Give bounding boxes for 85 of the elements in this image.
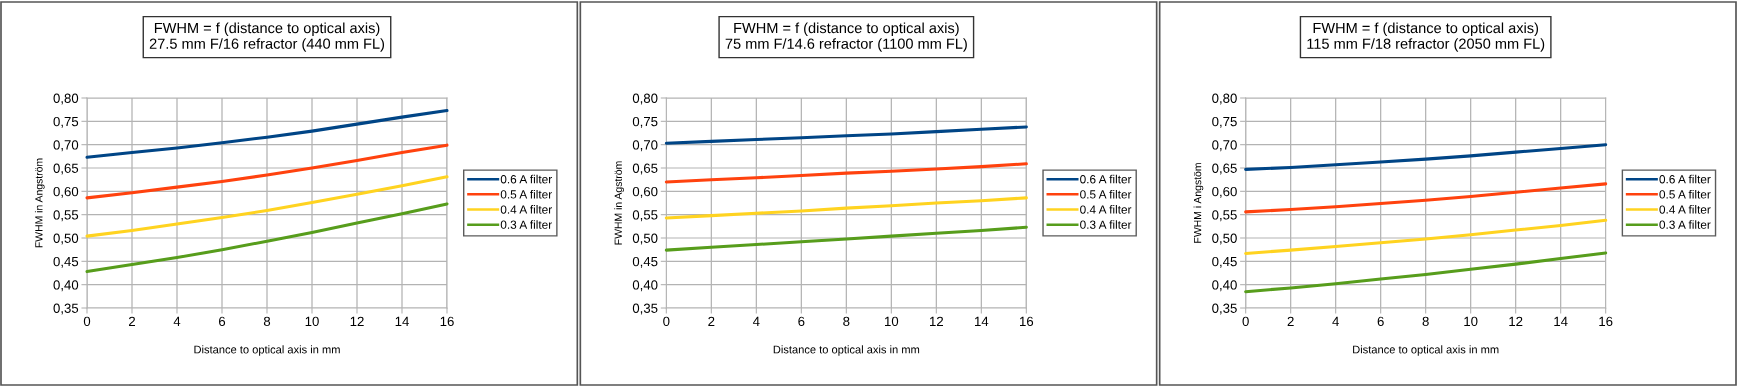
x-tick-label: 0 xyxy=(663,316,670,327)
x-tick-label: 12 xyxy=(350,316,364,326)
legend-label: 0.3 A filter xyxy=(500,220,552,229)
line-series xyxy=(664,125,1028,145)
line-series xyxy=(664,162,1028,184)
y-tick-label: 0,50 xyxy=(1212,233,1237,245)
y-tick-label: 0,70 xyxy=(1212,140,1237,152)
x-tick-label: 10 xyxy=(885,316,899,327)
y-tick-label: 0,60 xyxy=(632,186,658,198)
x-tick-label: 8 xyxy=(263,316,271,327)
x-axis-title: Distance to optical axis in mm xyxy=(1353,345,1499,356)
x-tick-label: 0 xyxy=(1242,316,1249,327)
y-tick-label: 0,80 xyxy=(632,93,658,105)
y-tick-label: 0,55 xyxy=(53,210,79,222)
x-tick-label: 14 xyxy=(975,316,989,326)
x-tick-label: 6 xyxy=(219,316,226,327)
chart-title: FWHM = f (distance to optical axis) xyxy=(154,22,380,37)
y-axis-title: FWHM in Angström xyxy=(34,158,45,248)
line-series xyxy=(664,196,1028,220)
x-tick-label: 2 xyxy=(129,316,136,326)
chart-subtitle: 75 mm F/14.6 refractor (1100 mm FL) xyxy=(725,38,967,52)
x-tick-label: 10 xyxy=(1464,316,1478,327)
x-tick-label: 2 xyxy=(1287,316,1294,326)
y-tick-label: 0,55 xyxy=(632,210,658,222)
legend-label: 0.5 A filter xyxy=(500,189,552,199)
legend-label: 0.6 A filter xyxy=(500,174,552,184)
y-tick-label: 0,65 xyxy=(1212,163,1237,175)
y-tick-label: 0,45 xyxy=(53,256,79,268)
y-tick-label: 0,45 xyxy=(1212,256,1237,268)
x-tick-label: 6 xyxy=(798,316,805,327)
y-tick-label: 0,35 xyxy=(632,303,658,315)
y-tick-label: 0,50 xyxy=(53,233,79,245)
legend-label: 0.5 A filter xyxy=(1659,189,1711,199)
y-tick-label: 0,40 xyxy=(1212,280,1237,292)
x-tick-label: 6 xyxy=(1377,316,1384,327)
x-tick-label: 14 xyxy=(395,316,409,326)
y-axis-title: FWHM i Angstöm xyxy=(1193,163,1204,243)
y-tick-label: 0,35 xyxy=(1212,303,1237,315)
x-axis-title: Distance to optical axis in mm xyxy=(773,345,920,356)
chart-subtitle: 115 mm F/18 refractor (2050 mm FL) xyxy=(1307,38,1545,52)
x-tick-label: 16 xyxy=(440,316,454,327)
y-tick-label: 0,40 xyxy=(632,280,658,292)
y-tick-label: 0,80 xyxy=(1212,93,1237,105)
y-tick-label: 0,50 xyxy=(632,233,658,245)
y-tick-label: 0,60 xyxy=(53,186,79,198)
legend-label: 0.4 A filter xyxy=(1080,205,1132,214)
y-tick-label: 0,65 xyxy=(53,163,79,175)
x-tick-label: 12 xyxy=(930,316,944,326)
x-tick-label: 2 xyxy=(708,316,715,326)
y-axis-title: FWHM in Agström xyxy=(614,161,624,245)
legend-label: 0.3 A filter xyxy=(1080,220,1132,229)
y-tick-label: 0,75 xyxy=(53,116,79,128)
y-tick-label: 0,75 xyxy=(1212,116,1237,128)
y-tick-label: 0,70 xyxy=(632,140,658,152)
x-tick-label: 16 xyxy=(1020,316,1034,327)
x-axis-title: Distance to optical axis in mm xyxy=(194,345,340,356)
legend-label: 0.4 A filter xyxy=(500,205,552,214)
x-tick-label: 12 xyxy=(1509,316,1523,326)
y-tick-label: 0,75 xyxy=(632,116,658,128)
legend-label: 0.4 A filter xyxy=(1659,205,1711,214)
x-tick-label: 8 xyxy=(1422,316,1429,327)
y-tick-label: 0,70 xyxy=(53,140,79,152)
y-tick-label: 0,35 xyxy=(53,303,79,315)
y-tick-label: 0,45 xyxy=(632,256,658,268)
x-tick-label: 14 xyxy=(1554,316,1568,326)
legend-label: 0.6 A filter xyxy=(1080,174,1132,184)
x-tick-label: 8 xyxy=(843,316,850,327)
y-tick-label: 0,40 xyxy=(53,280,79,292)
x-tick-label: 4 xyxy=(173,316,181,326)
legend-label: 0.6 A filter xyxy=(1659,174,1711,184)
x-tick-label: 4 xyxy=(1332,316,1339,326)
chart-title: FWHM = f (distance to optical axis) xyxy=(734,22,959,37)
y-tick-label: 0,55 xyxy=(1212,210,1237,222)
line-series xyxy=(664,225,1028,252)
chart-title: FWHM = f (distance to optical axis) xyxy=(1313,22,1539,37)
y-tick-label: 0,80 xyxy=(53,93,79,105)
x-tick-label: 0 xyxy=(83,316,91,327)
y-tick-label: 0,65 xyxy=(632,163,658,175)
x-tick-label: 4 xyxy=(752,316,760,326)
legend-label: 0.5 A filter xyxy=(1080,189,1132,199)
y-tick-label: 0,60 xyxy=(1212,186,1237,198)
x-tick-label: 10 xyxy=(305,316,319,327)
chart-subtitle: 27.5 mm F/16 refractor (440 mm FL) xyxy=(149,38,385,52)
legend-label: 0.3 A filter xyxy=(1659,220,1711,229)
x-tick-label: 16 xyxy=(1599,316,1613,327)
